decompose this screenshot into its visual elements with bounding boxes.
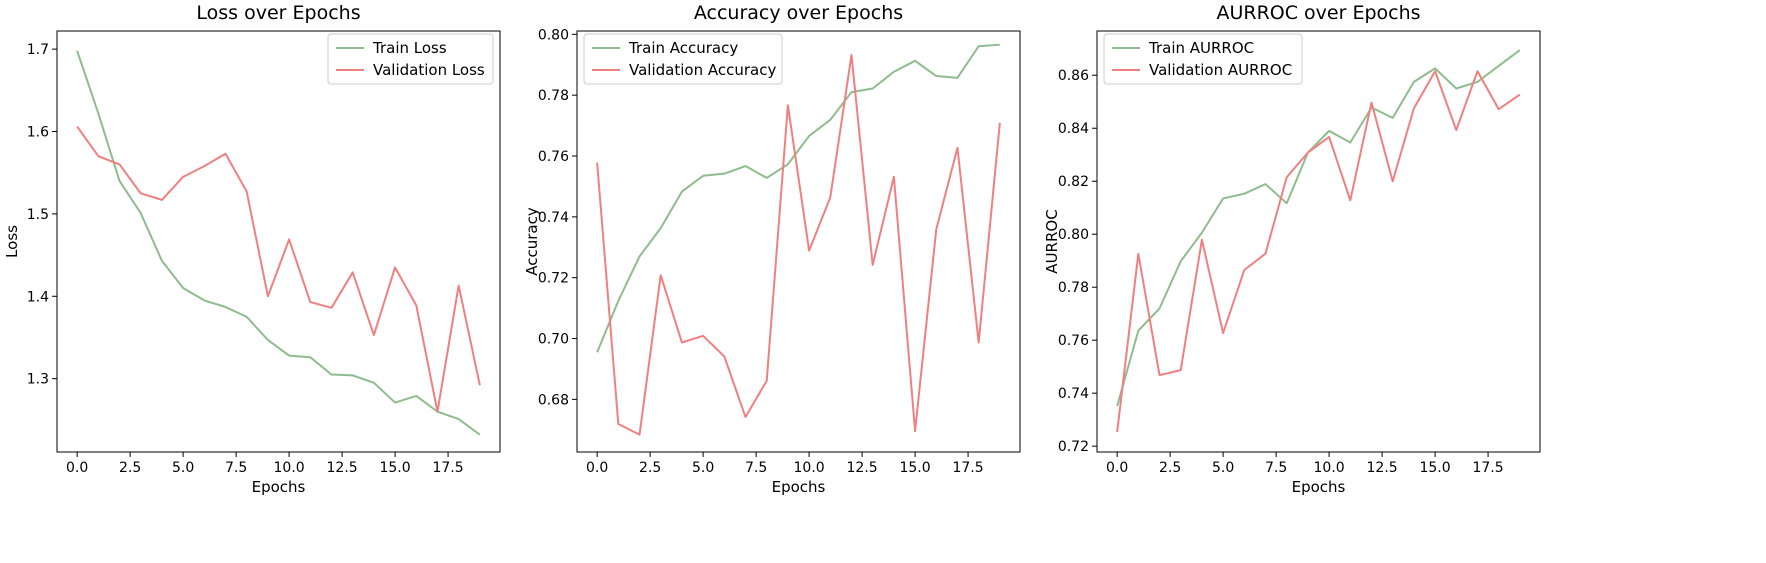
chart-title: Loss over Epochs [196, 2, 360, 24]
series-line-accuracy-validation [596, 54, 1001, 436]
plot-frame [1096, 30, 1541, 453]
y-tick-label: 1.7 [27, 42, 49, 58]
x-tick-label: 10.0 [274, 460, 305, 476]
x-tick-label: 17.5 [432, 460, 463, 476]
x-tick-label: 12.5 [1367, 460, 1398, 476]
chart-title: AURROC over Epochs [1216, 2, 1420, 24]
series-line-loss-train [76, 50, 481, 436]
x-tick-label: 5.0 [172, 460, 194, 476]
x-tick-label: 2.5 [119, 460, 141, 476]
x-tick-label: 0.0 [1106, 460, 1128, 476]
y-tick-label: 1.4 [27, 289, 49, 305]
series-line-accuracy-train [596, 43, 1000, 353]
accuracy-chart: Accuracy over Epochs 0.0 2.5 5.0 7.5 10.0 12.5… [523, 2, 1021, 496]
x-axis-label: Epochs [252, 478, 306, 496]
legend: Train Loss Validation Loss [327, 33, 494, 85]
y-tick-label: 0.74 [1058, 386, 1089, 402]
x-tick-label: 7.5 [1265, 460, 1287, 476]
aurroc-chart: AURROC over Epochs 0.0 2.5 5.0 7.5 10.0 12.5 15… [1043, 2, 1541, 496]
y-tick-label: 0.80 [538, 27, 569, 43]
x-tick-label: 5.0 [692, 460, 714, 476]
x-tick-label: 12.5 [327, 460, 358, 476]
y-axis-label: Accuracy [523, 207, 541, 276]
series-line-loss-validation [76, 125, 481, 413]
x-tick-label: 7.5 [745, 460, 767, 476]
legend: Train Accuracy Validation Accuracy [583, 33, 783, 85]
x-axis-label: Epochs [772, 478, 826, 496]
x-axis-label: Epochs [1292, 478, 1346, 496]
x-tick-label: 17.5 [952, 460, 983, 476]
plot-frame [56, 30, 501, 453]
legend-label-validation: Validation Loss [373, 61, 485, 79]
y-tick-label: 1.5 [27, 207, 49, 223]
y-tick-label: 0.72 [538, 271, 569, 287]
y-tick-label: 0.76 [1058, 333, 1089, 349]
legend-label-train: Train AURROC [1148, 39, 1254, 57]
legend-box [583, 33, 783, 85]
series-line-aurroc-train [1116, 49, 1521, 407]
x-tick-label: 15.0 [379, 460, 410, 476]
x-tick-label: 0.0 [586, 460, 608, 476]
y-tick-label: 0.72 [1058, 439, 1089, 455]
y-tick-label: 0.78 [1058, 280, 1089, 296]
x-tick-label: 10.0 [1314, 460, 1345, 476]
x-tick-label: 15.0 [899, 460, 930, 476]
x-tick-label: 2.5 [639, 460, 661, 476]
y-tick-label: 0.86 [1058, 68, 1089, 84]
series-line-aurroc-validation [1116, 70, 1521, 433]
y-tick-label: 1.6 [27, 125, 49, 141]
plot-frame [576, 30, 1021, 453]
legend-label-validation: Validation Accuracy [629, 61, 776, 79]
loss-chart: Loss over Epochs 0.0 2.5 5.0 7.5 10.0 12.5 15.0… [3, 2, 501, 496]
x-tick-label: 5.0 [1212, 460, 1234, 476]
y-tick-label: 0.84 [1058, 121, 1089, 137]
x-tick-label: 15.0 [1419, 460, 1450, 476]
y-tick-label: 0.68 [538, 392, 569, 408]
legend-box [1103, 33, 1303, 85]
legend-label-train: Train Loss [372, 39, 447, 57]
y-tick-label: 0.74 [538, 210, 569, 226]
legend-box [327, 33, 494, 85]
chart-title: Accuracy over Epochs [694, 2, 903, 24]
x-tick-label: 0.0 [66, 460, 88, 476]
y-tick-label: 0.70 [538, 332, 569, 348]
y-tick-label: 0.78 [538, 88, 569, 104]
legend: Train AURROC Validation AURROC [1103, 33, 1303, 85]
y-tick-label: 0.82 [1058, 174, 1089, 190]
legend-label-train: Train Accuracy [628, 39, 738, 57]
legend-label-validation: Validation AURROC [1149, 61, 1292, 79]
y-tick-label: 1.3 [27, 372, 49, 388]
x-tick-label: 7.5 [225, 460, 247, 476]
y-tick-label: 0.80 [1058, 227, 1089, 243]
x-tick-label: 10.0 [794, 460, 825, 476]
x-tick-label: 17.5 [1472, 460, 1503, 476]
x-tick-label: 12.5 [847, 460, 878, 476]
y-tick-label: 0.76 [538, 149, 569, 165]
y-axis-label: Loss [3, 225, 21, 258]
x-tick-label: 2.5 [1159, 460, 1181, 476]
y-axis-label: AURROC [1043, 209, 1061, 273]
